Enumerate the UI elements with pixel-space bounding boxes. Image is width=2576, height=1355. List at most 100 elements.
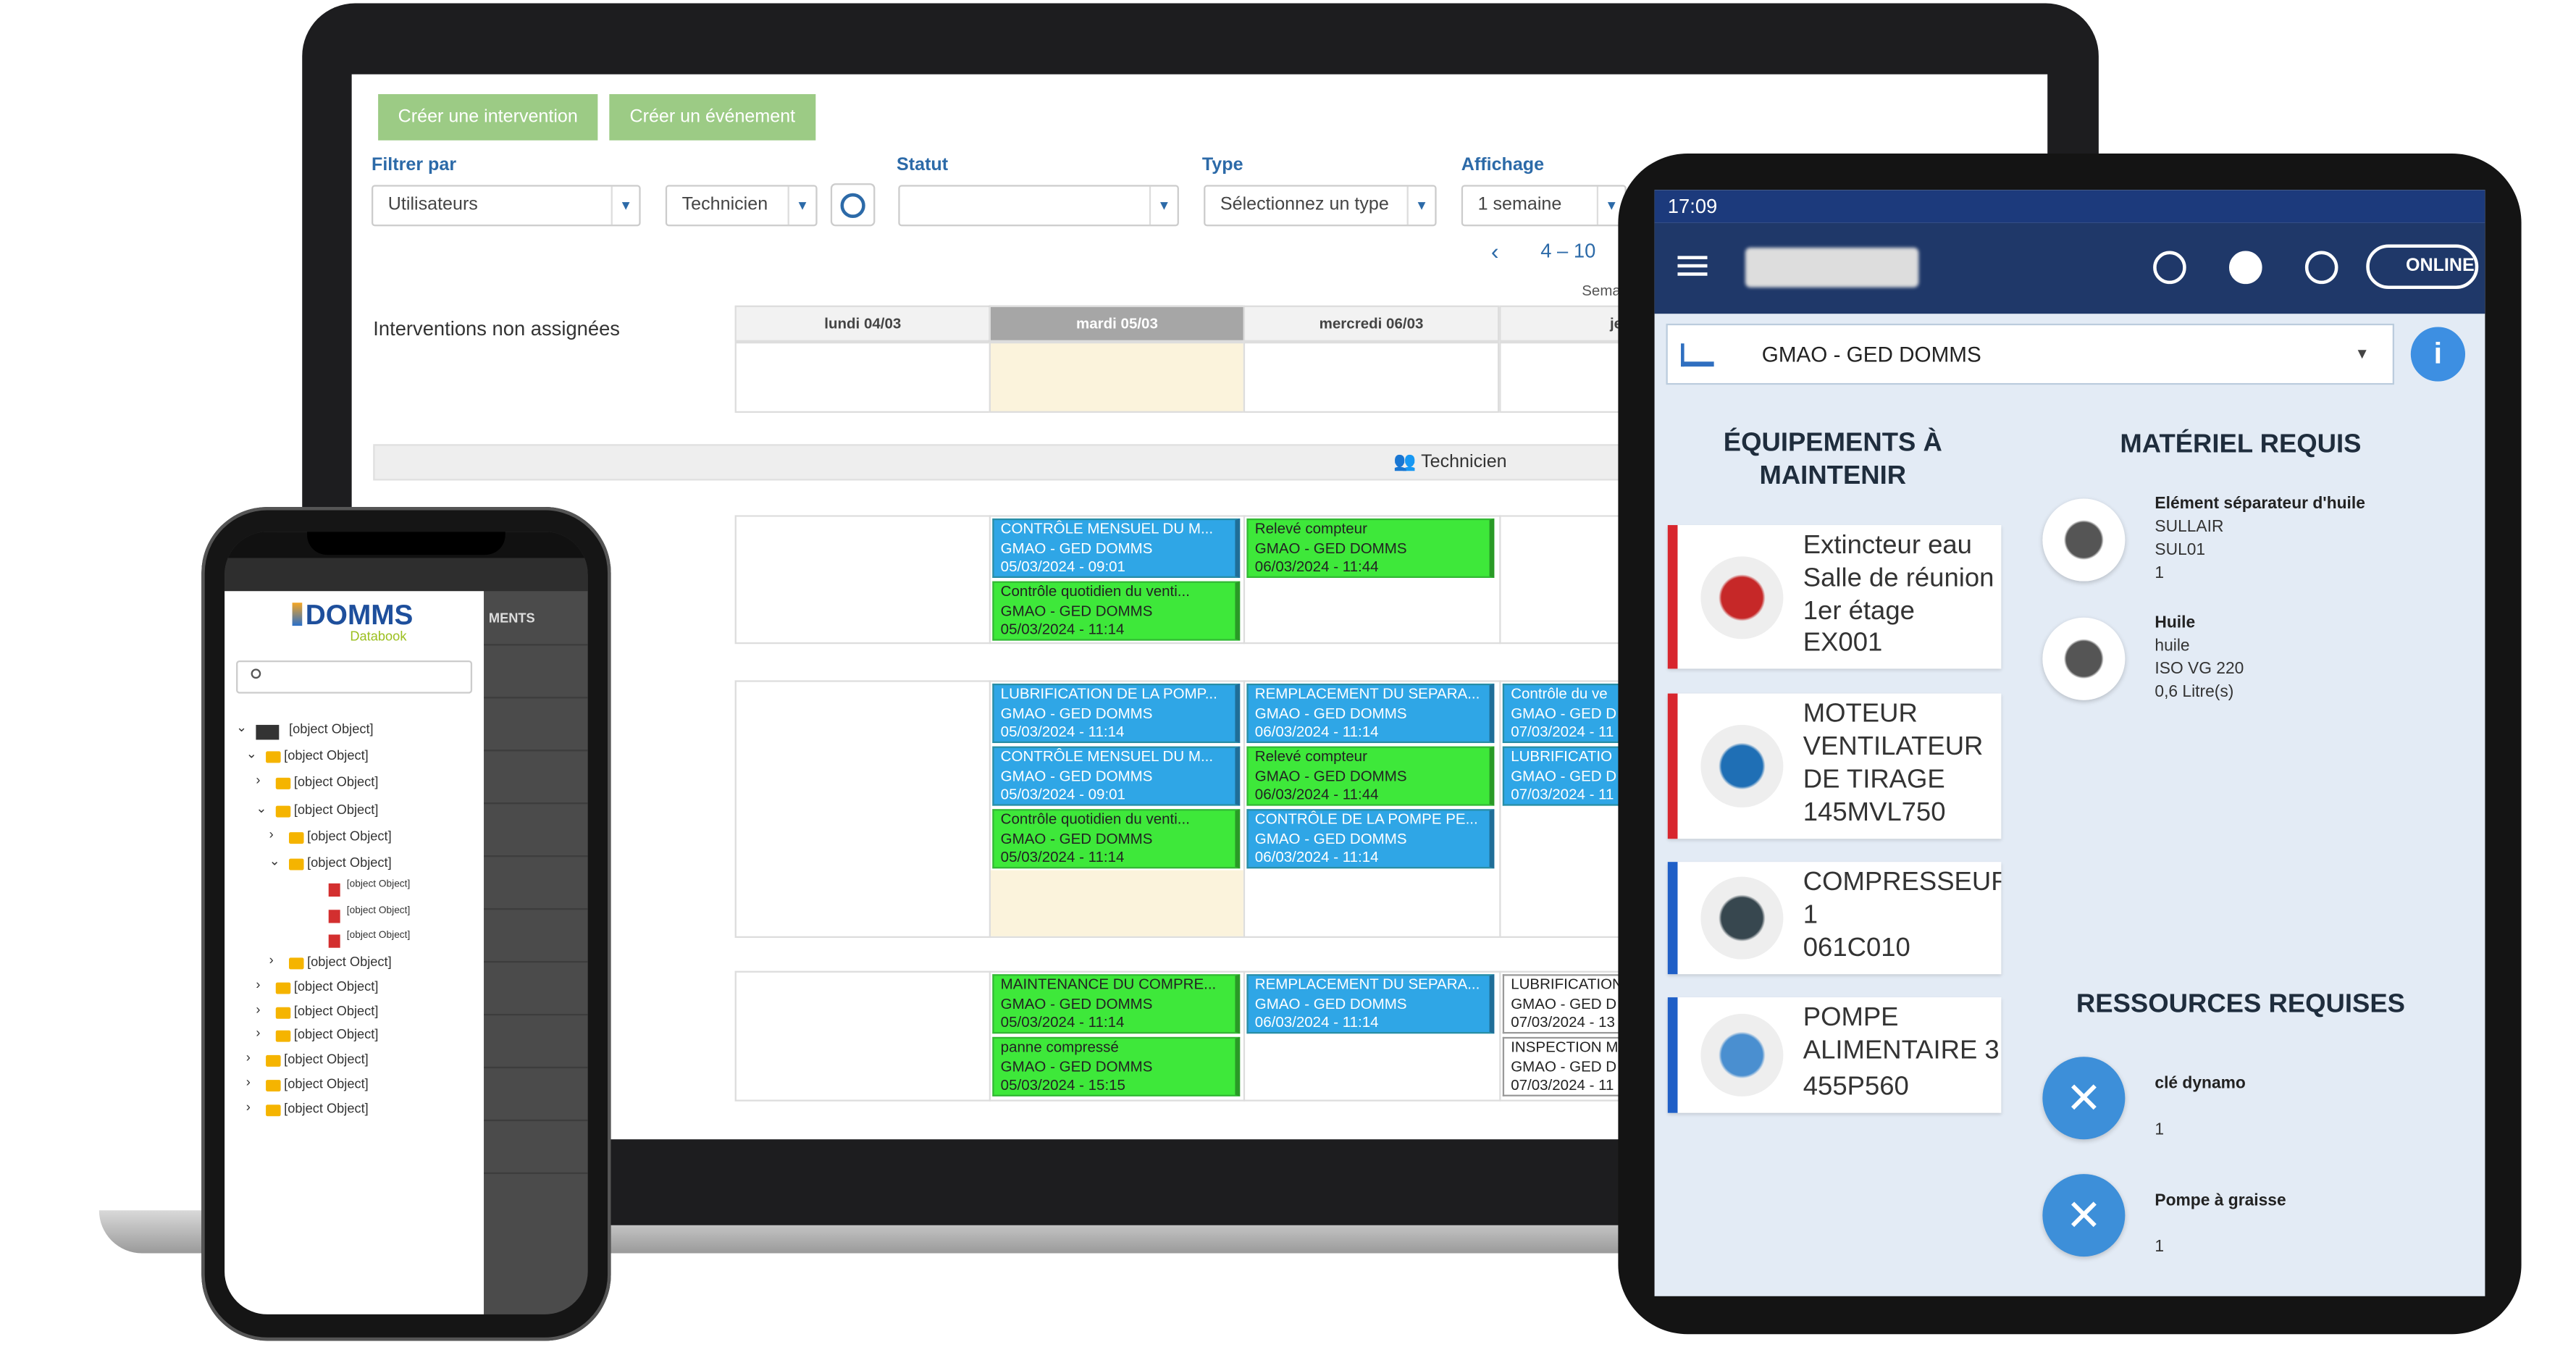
- equipment-image: [1700, 1013, 1784, 1096]
- refresh-icon[interactable]: [2153, 251, 2186, 285]
- event[interactable]: Relevé compteur GMAO - GED DOMMS 06/03/202…: [1246, 746, 1495, 806]
- tree-item[interactable]: [object Object]: [293, 979, 379, 994]
- tree-toggle[interactable]: ›: [246, 1050, 251, 1065]
- site-select[interactable]: GMAO - GED DOMMS ▼: [1666, 323, 2394, 385]
- column-divider: [1243, 680, 1246, 939]
- column-divider: [989, 515, 991, 645]
- event-date: 06/03/2024 - 11:44: [1254, 786, 1379, 803]
- event-date: 07/03/2024 - 11: [1511, 1076, 1614, 1094]
- action-button[interactable]: Créer une intervention: [378, 93, 598, 140]
- tree-item[interactable]: [object Object]: [293, 775, 379, 790]
- clear-filter-button[interactable]: [830, 183, 876, 227]
- event-title: MAINTENANCE DU COMPRE...: [1000, 976, 1217, 993]
- select[interactable]: Utilisateurs ▼: [372, 185, 641, 227]
- select[interactable]: ▼: [898, 185, 1179, 227]
- tree-toggle[interactable]: ›: [269, 826, 274, 842]
- shield-icon[interactable]: [2304, 251, 2338, 285]
- event[interactable]: Relevé compteur GMAO - GED DOMMS 06/03/202…: [1246, 518, 1495, 578]
- tree-toggle[interactable]: ›: [256, 1002, 261, 1017]
- tree-toggle[interactable]: ›: [256, 773, 261, 789]
- resource-icon: ✕: [2042, 1174, 2126, 1257]
- filter-label: Statut: [897, 155, 949, 175]
- tree-item[interactable]: [object Object]: [293, 1003, 379, 1019]
- list-divider: [484, 1172, 588, 1175]
- resource-qty: 1: [2155, 1238, 2165, 1257]
- tree-item[interactable]: [object Object]: [307, 955, 392, 970]
- app-bar: [225, 558, 588, 592]
- event-title: Contrôle du ve: [1511, 685, 1608, 702]
- dropdown-arrow: ▼: [1596, 186, 1625, 225]
- action-button[interactable]: Créer un événement: [609, 93, 816, 140]
- event[interactable]: MAINTENANCE DU COMPRE... GMAO - GED DOMMS…: [992, 974, 1241, 1034]
- tree-item[interactable]: [object Object]: [284, 1052, 369, 1067]
- material-brand: SULLAIR: [2155, 518, 2224, 537]
- select[interactable]: Sélectionnez un type ▼: [1204, 185, 1437, 227]
- tree-item[interactable]: [object Object]: [346, 880, 411, 891]
- search-box[interactable]: [236, 660, 473, 694]
- event[interactable]: REMPLACEMENT DU SEPARA... GMAO - GED DOMM…: [1246, 974, 1495, 1034]
- event-date: 05/03/2024 - 11:14: [1000, 1013, 1125, 1031]
- nav-prev[interactable]: ‹: [1490, 238, 1499, 264]
- material-ref: SUL01: [2155, 541, 2206, 560]
- tree-icon: [275, 982, 291, 994]
- tree-toggle[interactable]: ›: [256, 977, 261, 993]
- tree-toggle[interactable]: ›: [246, 1099, 251, 1114]
- tree-toggle[interactable]: ⌄: [256, 800, 267, 815]
- event[interactable]: REMPLACEMENT DU SEPARA... GMAO - GED DOMM…: [1246, 683, 1495, 743]
- equipment-card[interactable]: MOTEUR VENTILATEUR DE TIRAGE 145MVL750: [1667, 693, 2002, 839]
- tree-item[interactable]: [object Object]: [289, 721, 374, 737]
- tree-icon: [266, 1079, 281, 1091]
- event[interactable]: Contrôle quotidien du venti... GMAO - GED…: [992, 809, 1241, 869]
- equipment-image: [1700, 724, 1784, 807]
- tree-item[interactable]: [object Object]: [284, 748, 369, 763]
- event[interactable]: CONTRÔLE MENSUEL DU M... GMAO - GED DOMMS…: [992, 746, 1241, 806]
- list-divider: [484, 750, 588, 752]
- today-cell: [991, 870, 1243, 936]
- dropdown-arrow: ▼: [787, 186, 816, 225]
- event[interactable]: CONTRÔLE DE LA POMPE PE... GMAO - GED DOM…: [1246, 809, 1495, 869]
- event[interactable]: panne compressé GMAO - GED DOMMS 05/03/202…: [992, 1036, 1241, 1096]
- event[interactable]: LUBRIFICATION DE LA POMP... GMAO - GED DO…: [992, 683, 1241, 743]
- event-title: Relevé compteur: [1254, 747, 1367, 765]
- date-range: 4 – 10: [1540, 239, 1596, 263]
- event-title: CONTRÔLE MENSUEL DU M...: [1000, 520, 1214, 537]
- column-divider: [1243, 970, 1246, 1102]
- equipment-name: POMPE ALIMENTAIRE 3: [1803, 1004, 2000, 1065]
- alert-icon[interactable]: [2229, 251, 2262, 285]
- event-site: GMAO - GED DOMMS: [1000, 767, 1153, 784]
- section-title: RESSOURCES REQUISES: [2076, 991, 2405, 1019]
- material-qty: 1: [2155, 564, 2165, 583]
- tree-item[interactable]: [object Object]: [307, 855, 392, 871]
- tree-toggle[interactable]: ›: [269, 953, 274, 968]
- tree-item[interactable]: [object Object]: [346, 906, 411, 917]
- tree-icon: [275, 1031, 291, 1043]
- section-title: ÉQUIPEMENTS À MAINTENIR: [1723, 429, 1942, 491]
- tree-toggle[interactable]: ⌄: [269, 853, 280, 869]
- equipment-card[interactable]: POMPE ALIMENTAIRE 3 455P560: [1667, 997, 2002, 1113]
- select[interactable]: Technicien ▼: [665, 185, 818, 227]
- tree-toggle[interactable]: ⌄: [246, 746, 258, 762]
- tree-item[interactable]: [object Object]: [307, 828, 392, 844]
- tree-toggle[interactable]: ›: [256, 1025, 261, 1041]
- tree-item[interactable]: [object Object]: [284, 1100, 369, 1116]
- event-site: GMAO - GED D: [1511, 1057, 1617, 1075]
- resource-row: [734, 515, 2048, 645]
- filter-label: Filtrer par: [372, 155, 457, 175]
- select[interactable]: 1 semaine ▼: [1461, 185, 1627, 227]
- tree-item[interactable]: [object Object]: [346, 930, 411, 941]
- equipment-card[interactable]: Extincteur eau Salle de réunion 1er étag…: [1667, 525, 2002, 669]
- tree-toggle[interactable]: ›: [246, 1074, 251, 1090]
- tree-item[interactable]: [object Object]: [293, 1028, 379, 1043]
- event[interactable]: CONTRÔLE MENSUEL DU M... GMAO - GED DOMMS…: [992, 518, 1241, 578]
- list-divider: [484, 1013, 588, 1016]
- event-date: 06/03/2024 - 11:44: [1254, 558, 1379, 575]
- online-button[interactable]: ONLINE: [2366, 244, 2479, 289]
- tree-toggle[interactable]: ⌄: [236, 720, 248, 735]
- info-button[interactable]: i: [2410, 327, 2466, 382]
- event[interactable]: Contrôle quotidien du venti... GMAO - GED…: [992, 581, 1241, 641]
- menu-icon[interactable]: [1677, 256, 1708, 276]
- tree-item[interactable]: [object Object]: [284, 1076, 369, 1091]
- equipment-card[interactable]: COMPRESSEUR 1 061C010: [1667, 862, 2002, 975]
- tree-item[interactable]: [object Object]: [293, 802, 379, 817]
